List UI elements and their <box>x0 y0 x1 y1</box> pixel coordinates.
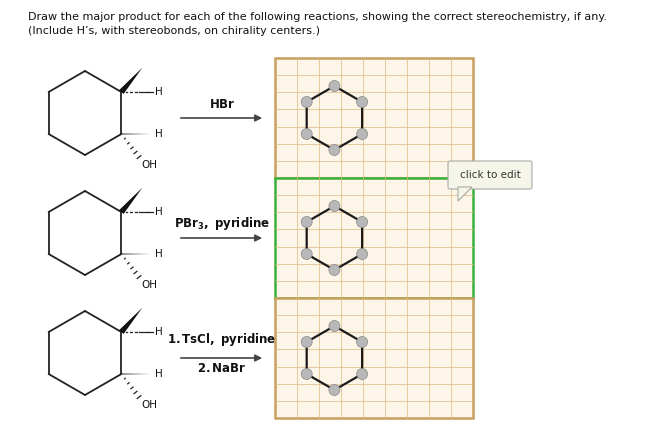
Circle shape <box>301 216 312 228</box>
Text: OH: OH <box>141 400 157 410</box>
Polygon shape <box>121 374 151 375</box>
Text: (Include H’s, with stereobonds, on chirality centers.): (Include H’s, with stereobonds, on chira… <box>28 26 320 36</box>
Circle shape <box>301 368 312 379</box>
Text: H: H <box>155 129 163 139</box>
Text: Draw the major product for each of the following reactions, showing the correct : Draw the major product for each of the f… <box>28 12 607 22</box>
Bar <box>275 298 473 418</box>
Circle shape <box>329 144 340 156</box>
Circle shape <box>301 337 312 347</box>
Text: OH: OH <box>141 280 157 290</box>
Circle shape <box>301 248 312 260</box>
Text: OH: OH <box>141 160 157 170</box>
Bar <box>275 58 473 178</box>
Text: click to edit: click to edit <box>460 170 520 180</box>
Text: $\mathbf{HBr}$: $\mathbf{HBr}$ <box>209 98 235 111</box>
FancyBboxPatch shape <box>448 161 532 189</box>
Circle shape <box>357 128 368 140</box>
Circle shape <box>329 321 340 331</box>
Polygon shape <box>119 308 142 334</box>
Circle shape <box>329 264 340 276</box>
Circle shape <box>357 216 368 228</box>
Text: H: H <box>155 327 163 337</box>
Polygon shape <box>119 68 142 94</box>
Circle shape <box>329 384 340 396</box>
Circle shape <box>301 96 312 108</box>
Circle shape <box>357 337 368 347</box>
Circle shape <box>357 248 368 260</box>
Circle shape <box>301 128 312 140</box>
Text: $\mathbf{2.NaBr}$: $\mathbf{2.NaBr}$ <box>197 362 247 375</box>
Polygon shape <box>121 133 151 134</box>
Circle shape <box>357 96 368 108</box>
Text: $\mathbf{PBr_3}$$\mathbf{,\ pyridine}$: $\mathbf{PBr_3}$$\mathbf{,\ pyridine}$ <box>174 216 270 232</box>
Polygon shape <box>119 187 142 214</box>
Text: H: H <box>155 207 163 217</box>
Circle shape <box>357 368 368 379</box>
Polygon shape <box>458 187 472 201</box>
Circle shape <box>329 200 340 212</box>
Text: H: H <box>155 369 163 379</box>
Text: H: H <box>155 249 163 259</box>
Text: H: H <box>155 87 163 97</box>
Circle shape <box>329 80 340 92</box>
Text: $\mathbf{1.TsCl,\ pyridine}$: $\mathbf{1.TsCl,\ pyridine}$ <box>167 331 277 349</box>
Bar <box>275 178 473 298</box>
